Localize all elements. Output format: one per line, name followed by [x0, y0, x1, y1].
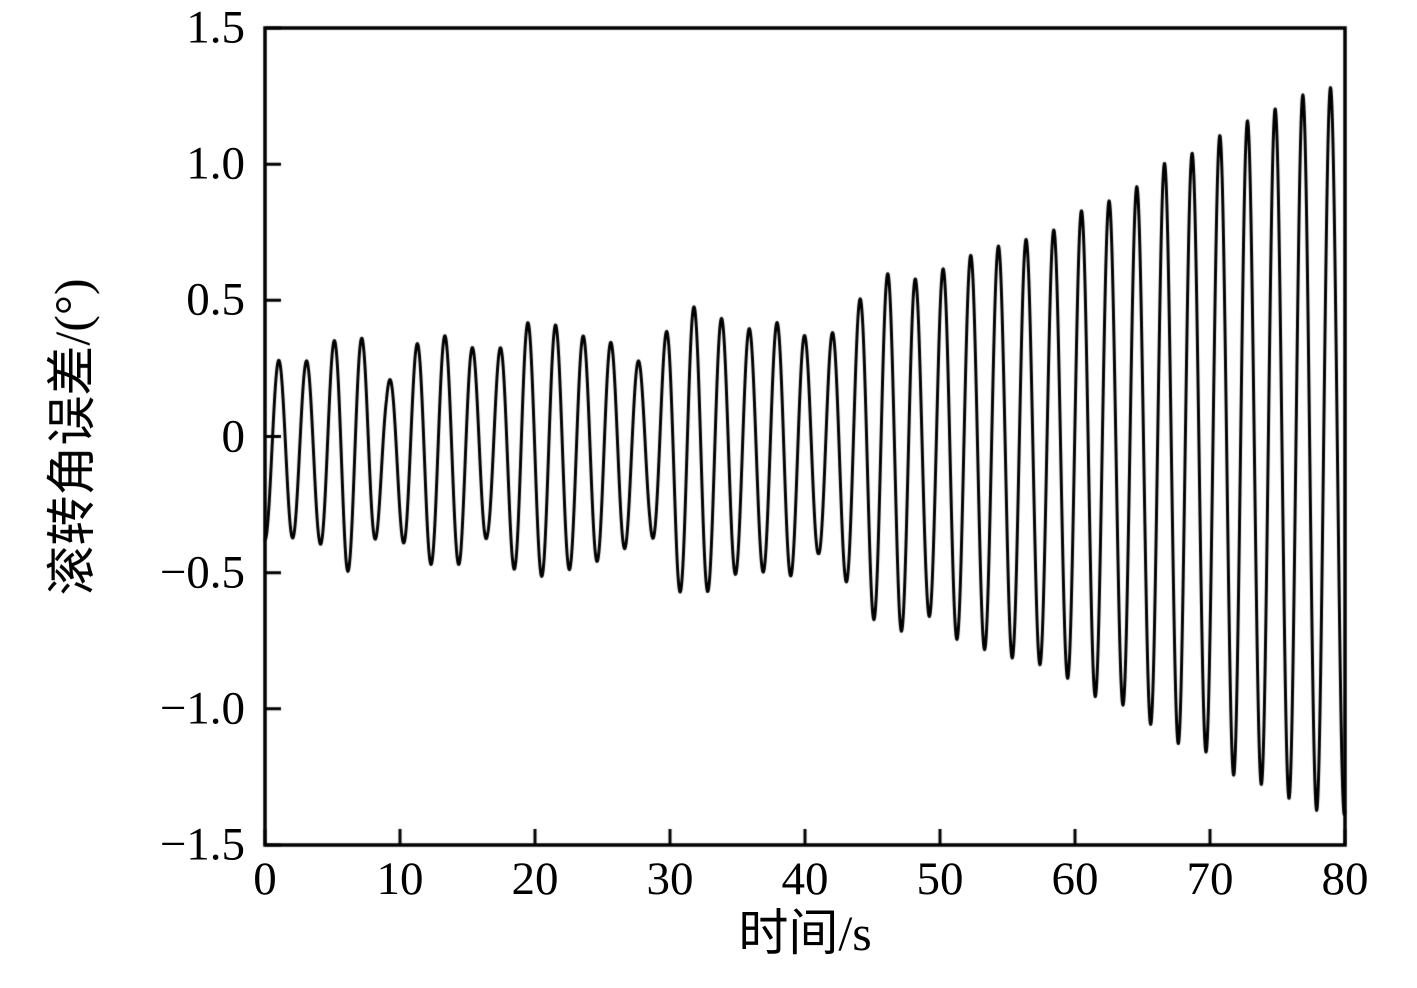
y-tick-label: 1.0 [186, 137, 245, 190]
y-tick-label: 0.5 [186, 273, 245, 326]
y-tick-label: −1.0 [159, 682, 245, 735]
x-axis-label: 时间/s [738, 905, 872, 961]
x-tick-label: 10 [376, 853, 424, 905]
y-tick-label: −0.5 [159, 546, 245, 599]
y-tick-label: −1.5 [159, 818, 245, 871]
x-tick-label: 70 [1186, 853, 1234, 905]
x-tick-label: 50 [916, 853, 964, 905]
x-tick-label: 40 [781, 853, 829, 905]
x-tick-label: 80 [1321, 853, 1369, 905]
x-tick-label: 0 [253, 853, 277, 905]
y-tick-label: 1.5 [186, 1, 245, 54]
y-axis-label: 滚转角误差/(°) [44, 278, 100, 596]
x-tick-label: 20 [511, 853, 559, 905]
y-tick-label: 0 [221, 410, 246, 462]
x-tick-label: 60 [1051, 853, 1099, 905]
x-tick-label: 30 [646, 853, 694, 905]
